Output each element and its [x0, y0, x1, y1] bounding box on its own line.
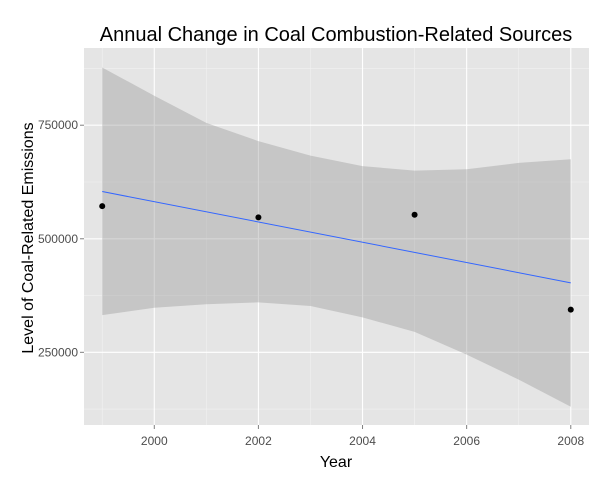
plot-panel [84, 48, 589, 425]
y-tick-label: 500000 [38, 232, 78, 246]
x-tick-label: 2000 [141, 434, 168, 448]
y-axis-ticks: 250000 500000 750000 [38, 118, 84, 359]
trend-line [102, 191, 571, 284]
x-axis-title: Year [320, 454, 353, 471]
grid-major [84, 48, 589, 425]
x-tick-label: 2002 [245, 434, 272, 448]
x-tick-label: 2006 [453, 434, 480, 448]
chart-title: Annual Change in Coal Combustion-Related… [100, 24, 573, 46]
data-point [567, 306, 574, 313]
grid-minor [84, 48, 589, 425]
data-points [99, 203, 574, 313]
y-tick-label: 250000 [38, 345, 78, 359]
x-tick-label: 2004 [349, 434, 376, 448]
y-axis-title: Level of Coal-Related Emissions [20, 122, 37, 353]
data-point [99, 203, 106, 210]
data-point [411, 211, 418, 218]
y-tick-label: 750000 [38, 118, 78, 132]
x-tick-label: 2008 [557, 434, 584, 448]
data-point [255, 214, 262, 221]
x-axis-ticks: 2000 2002 2004 2006 2008 [141, 425, 584, 448]
